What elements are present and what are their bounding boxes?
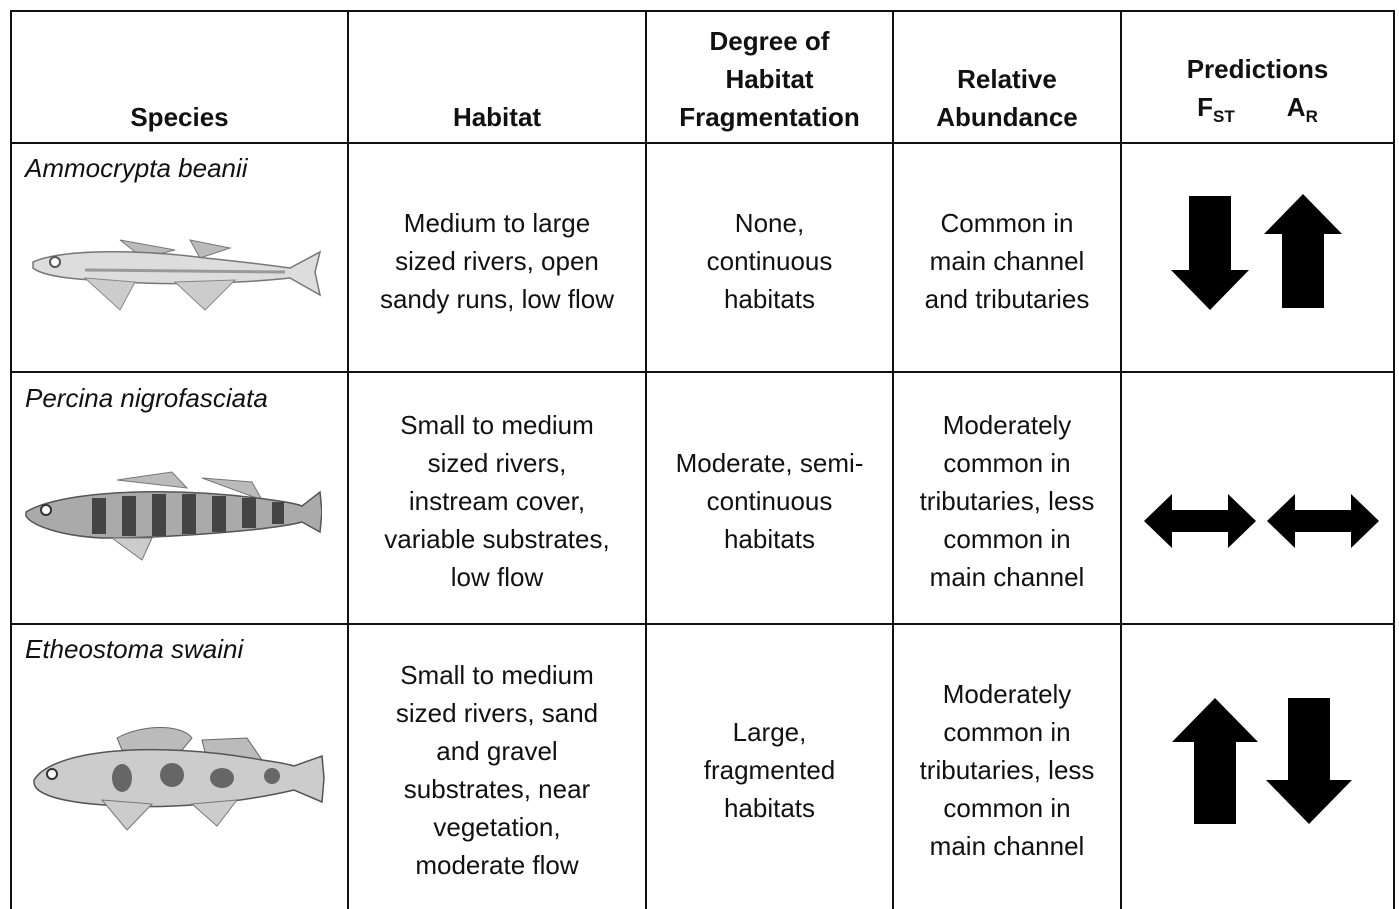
species-name: Percina nigrofasciata xyxy=(25,383,268,413)
fst-label: FST xyxy=(1197,88,1235,136)
subscript: R xyxy=(1305,107,1318,126)
habitat-text: Small to medium xyxy=(400,660,594,690)
border xyxy=(1393,10,1395,909)
habitat-cell: Small to medium sized rivers, sand and gra… xyxy=(349,625,645,909)
species-name: Ammocrypta beanii xyxy=(25,153,248,183)
header-text: Degree of xyxy=(709,26,830,56)
arrow-up xyxy=(1264,194,1342,308)
header-cell: Predictions FST AR xyxy=(1122,12,1393,142)
arrow-down xyxy=(1266,698,1352,824)
habitat-text: variable substrates, xyxy=(384,524,610,554)
fragmentation-text: continuous xyxy=(706,486,833,516)
row-line xyxy=(10,371,1395,373)
habitat-text: low flow xyxy=(450,562,544,592)
arrow-both xyxy=(1267,494,1379,548)
symbol: A xyxy=(1286,92,1306,122)
habitat-text: and gravel xyxy=(436,736,558,766)
habitat-text: moderate flow xyxy=(415,850,579,880)
header-text: Habitat xyxy=(452,102,542,132)
header-text: Fragmentation xyxy=(679,102,860,132)
habitat-cell: Small to medium sized rivers, instream cov… xyxy=(349,373,645,623)
habitat-cell: Medium to large sized rivers, open sandy r… xyxy=(349,144,645,371)
abundance-text: tributaries, less xyxy=(919,486,1095,516)
row-line xyxy=(10,623,1395,625)
fish-illustration xyxy=(33,727,325,831)
habitat-text: sized rivers, open xyxy=(395,245,599,276)
abundance-text: and tributaries xyxy=(924,283,1090,314)
arrow-up xyxy=(1172,698,1258,824)
column-line xyxy=(645,10,647,909)
abundance-text: main channel xyxy=(929,245,1085,276)
column-line xyxy=(1120,10,1122,909)
header-text: Relative xyxy=(957,64,1057,94)
habitat-text: sandy runs, low flow xyxy=(379,283,615,314)
abundance-text: main channel xyxy=(929,831,1085,861)
header-subrow: FST AR xyxy=(1197,88,1318,136)
header-text: Predictions xyxy=(1186,54,1329,84)
fish-illustration xyxy=(32,239,322,311)
fragmentation-cell: Moderate, semi-continuous habitats xyxy=(647,373,892,623)
border xyxy=(10,10,1395,12)
header-cell: Relative Abundance xyxy=(894,12,1120,142)
abundance-cell: Moderately common in tributaries, less comm… xyxy=(894,625,1120,909)
symbol: F xyxy=(1197,92,1214,122)
column-line xyxy=(10,10,12,909)
ar-label: AR xyxy=(1287,88,1318,136)
habitat-text: instream cover, xyxy=(408,486,586,516)
arrow-down xyxy=(1171,196,1249,310)
arrow-both xyxy=(1144,494,1256,548)
column-line xyxy=(892,10,894,909)
header-text: Species xyxy=(130,102,229,132)
subscript: ST xyxy=(1213,107,1235,126)
fragmentation-text: habitats xyxy=(723,793,816,823)
abundance-text: tributaries, less xyxy=(919,755,1095,785)
abundance-text: common in xyxy=(943,793,1071,823)
header-text: Abundance xyxy=(936,102,1078,132)
habitat-text: Small to medium xyxy=(400,410,594,440)
habitat-text: substrates, near xyxy=(403,774,591,804)
column-line xyxy=(347,10,349,909)
fragmentation-text: None, xyxy=(734,207,805,238)
abundance-text: common in xyxy=(943,448,1071,478)
fragmentation-text: Large, xyxy=(732,717,807,747)
habitat-text: sized rivers, xyxy=(427,448,567,478)
species-name: Etheostoma swaini xyxy=(25,634,244,664)
header-cell: Habitat xyxy=(349,12,645,142)
habitat-text: sized rivers, sand xyxy=(395,698,599,728)
abundance-cell: Common in main channel and tributaries xyxy=(894,144,1120,371)
fragmentation-text: fragmented xyxy=(703,755,836,785)
fish-illustration xyxy=(25,471,322,561)
abundance-text: main channel xyxy=(929,562,1085,592)
fragmentation-cell: None, continuous habitats xyxy=(647,144,892,371)
header-text: Habitat xyxy=(725,64,814,94)
fragmentation-text: continuous xyxy=(706,245,833,276)
abundance-cell: Moderately common in tributaries, less comm… xyxy=(894,373,1120,623)
header-cell: Species xyxy=(12,12,347,142)
fragmentation-cell: Large, fragmented habitats xyxy=(647,625,892,909)
abundance-text: common in xyxy=(943,524,1071,554)
habitat-text: vegetation, xyxy=(433,812,561,842)
fragmentation-text: Moderate, semi- xyxy=(675,448,864,478)
fragmentation-text: habitats xyxy=(723,524,816,554)
abundance-text: common in xyxy=(943,717,1071,747)
row-line xyxy=(10,142,1395,144)
abundance-text: Moderately xyxy=(942,679,1072,709)
abundance-text: Common in xyxy=(940,207,1074,238)
habitat-text: Medium to large xyxy=(403,207,591,238)
abundance-text: Moderately xyxy=(942,410,1072,440)
fragmentation-text: habitats xyxy=(723,283,816,314)
header-cell: Degree of Habitat Fragmentation xyxy=(647,12,892,142)
